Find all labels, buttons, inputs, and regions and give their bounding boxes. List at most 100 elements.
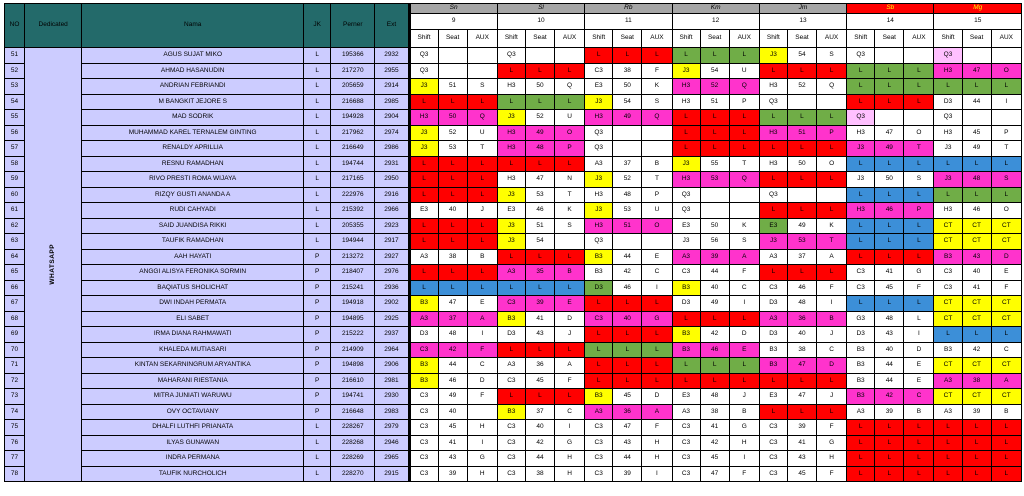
cell-ext[interactable]: 2916: [374, 186, 409, 203]
cell-no[interactable]: 68: [3, 310, 26, 327]
shift-header[interactable]: Shift: [933, 29, 963, 48]
cell-jk[interactable]: L: [303, 450, 332, 467]
aux-header[interactable]: AUX: [641, 29, 673, 48]
cell-seat[interactable]: 40: [786, 326, 818, 343]
cell-seat[interactable]: [961, 47, 992, 64]
cell-shift[interactable]: L: [409, 171, 439, 188]
cell-seat[interactable]: 36: [786, 310, 818, 327]
cell-seat[interactable]: L: [612, 372, 643, 389]
cell-shift[interactable]: H3: [933, 62, 963, 79]
cell-no[interactable]: 73: [3, 388, 26, 405]
cell-seat[interactable]: 48: [786, 295, 818, 312]
cell-seat[interactable]: L: [437, 93, 468, 110]
cell-seat[interactable]: 50: [437, 109, 468, 126]
cell-seat[interactable]: 51: [612, 217, 643, 234]
cell-shift[interactable]: B3: [846, 357, 876, 374]
cell-seat[interactable]: 41: [786, 434, 818, 451]
cell-aux[interactable]: CT: [990, 295, 1023, 312]
cell-jk[interactable]: L: [303, 233, 332, 250]
cell-seat[interactable]: [612, 140, 643, 157]
cell-shift[interactable]: L: [933, 434, 963, 451]
cell-name[interactable]: AGUS SUJAT MIKO: [81, 47, 305, 64]
cell-aux[interactable]: G: [641, 310, 673, 327]
cell-seat[interactable]: 38: [524, 465, 556, 482]
cell-aux[interactable]: G: [554, 434, 586, 451]
cell-aux[interactable]: L: [903, 419, 935, 436]
cell-jk[interactable]: L: [303, 47, 332, 64]
cell-shift[interactable]: C3: [671, 264, 701, 281]
cell-no[interactable]: 71: [3, 357, 26, 374]
cell-seat[interactable]: L: [786, 403, 818, 420]
cell-seat[interactable]: L: [524, 62, 556, 79]
cell-aux[interactable]: C: [816, 341, 848, 358]
cell-name[interactable]: RIZQY GUSTI ANANDA A: [81, 186, 305, 203]
cell-shift[interactable]: L: [846, 93, 876, 110]
cell-jk[interactable]: L: [303, 434, 332, 451]
cell-aux[interactable]: L: [990, 434, 1023, 451]
day-name-5[interactable]: Jm: [758, 3, 848, 14]
cell-seat[interactable]: 42: [961, 341, 992, 358]
cell-seat[interactable]: L: [874, 217, 905, 234]
aux-header[interactable]: AUX: [466, 29, 498, 48]
cell-perner[interactable]: 228268: [330, 434, 376, 451]
cell-aux[interactable]: K: [641, 78, 673, 95]
cell-jk[interactable]: P: [303, 403, 332, 420]
cell-seat[interactable]: 42: [699, 434, 730, 451]
cell-aux[interactable]: F: [641, 419, 673, 436]
cell-aux[interactable]: K: [816, 217, 848, 234]
cell-name[interactable]: RIVO PRESTI ROMA WIJAYA: [81, 171, 305, 188]
cell-shift[interactable]: H3: [846, 124, 876, 141]
cell-ext[interactable]: 2904: [374, 109, 409, 126]
cell-seat[interactable]: 48: [524, 140, 556, 157]
cell-ext[interactable]: 2965: [374, 450, 409, 467]
cell-aux[interactable]: [466, 62, 498, 79]
cell-aux[interactable]: A: [728, 248, 760, 265]
cell-shift[interactable]: L: [671, 310, 701, 327]
cell-aux[interactable]: F: [728, 264, 760, 281]
cell-seat[interactable]: 40: [437, 202, 468, 219]
cell-shift[interactable]: H3: [409, 109, 439, 126]
cell-aux[interactable]: B: [554, 264, 586, 281]
cell-aux[interactable]: CT: [990, 310, 1023, 327]
cell-jk[interactable]: L: [303, 109, 332, 126]
shift-header[interactable]: Shift: [584, 29, 614, 48]
cell-seat[interactable]: L: [786, 372, 818, 389]
cell-seat[interactable]: 43: [961, 248, 992, 265]
cell-seat[interactable]: 48: [961, 171, 992, 188]
cell-seat[interactable]: 46: [612, 279, 643, 296]
cell-seat[interactable]: L: [612, 357, 643, 374]
day-name-3[interactable]: Rb: [584, 3, 673, 14]
cell-aux[interactable]: C: [466, 357, 498, 374]
cell-seat[interactable]: 47: [524, 171, 556, 188]
cell-seat[interactable]: L: [874, 155, 905, 172]
cell-seat[interactable]: 52: [524, 109, 556, 126]
cell-seat[interactable]: 36: [524, 357, 556, 374]
cell-shift[interactable]: Q3: [584, 140, 614, 157]
cell-name[interactable]: AAH HAYATI: [81, 248, 305, 265]
seat-header[interactable]: Seat: [612, 29, 643, 48]
cell-aux[interactable]: H: [728, 434, 760, 451]
cell-name[interactable]: RUDI CAHYADI: [81, 202, 305, 219]
cell-ext[interactable]: 2981: [374, 372, 409, 389]
cell-aux[interactable]: L: [641, 372, 673, 389]
cell-seat[interactable]: 38: [437, 248, 468, 265]
cell-ext[interactable]: 2914: [374, 78, 409, 95]
cell-aux[interactable]: I: [728, 295, 760, 312]
cell-seat[interactable]: 42: [874, 388, 905, 405]
seat-header[interactable]: Seat: [874, 29, 905, 48]
cell-name[interactable]: DHALFI LUTHFI PRIANATA: [81, 419, 305, 436]
day-number-1[interactable]: 9: [409, 13, 498, 30]
cell-seat[interactable]: L: [437, 171, 468, 188]
cell-jk[interactable]: L: [303, 124, 332, 141]
cell-perner[interactable]: 194898: [330, 357, 376, 374]
cell-shift[interactable]: D3: [933, 93, 963, 110]
cell-seat[interactable]: L: [874, 78, 905, 95]
cell-aux[interactable]: [816, 93, 848, 110]
cell-aux[interactable]: I: [641, 279, 673, 296]
cell-shift[interactable]: C3: [409, 403, 439, 420]
cell-aux[interactable]: L: [990, 186, 1023, 203]
cell-shift[interactable]: H3: [584, 217, 614, 234]
cell-jk[interactable]: L: [303, 171, 332, 188]
cell-shift[interactable]: Q3: [409, 62, 439, 79]
cell-shift[interactable]: D3: [584, 279, 614, 296]
